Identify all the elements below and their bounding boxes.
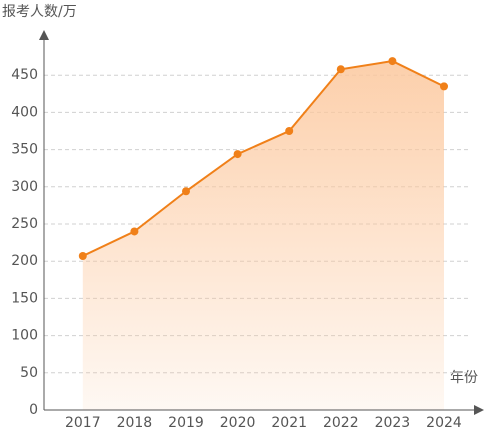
area-layer [82, 61, 445, 411]
x-tick-label: 2023 [375, 415, 411, 430]
y-tick-label: 300 [11, 179, 38, 195]
x-tick-label: 2019 [168, 415, 204, 430]
marker [336, 65, 345, 74]
x-axis-arrow [474, 405, 484, 415]
x-tick-label: 2020 [220, 415, 256, 430]
x-tick-label: 2022 [323, 415, 359, 430]
y-axis-title: 报考人数/万 [2, 4, 77, 20]
x-tick-label: 2021 [271, 415, 307, 430]
marker [233, 150, 242, 159]
marker [440, 82, 448, 91]
x-axis-title: 年份 [450, 370, 478, 386]
y-axis-arrow [39, 30, 49, 40]
line [82, 60, 445, 257]
y-tick-label: 250 [11, 216, 38, 232]
x-tick-label: 2024 [426, 415, 462, 430]
marker [285, 127, 294, 135]
marker [78, 251, 87, 260]
x-tick-label: 2017 [65, 415, 101, 430]
x-tick-label: 2018 [117, 415, 153, 430]
marker [182, 187, 190, 196]
y-tick-label: 200 [11, 253, 38, 269]
y-tick-label: 100 [11, 328, 38, 344]
y-tick-label: 150 [11, 290, 38, 306]
y-tick-label: 350 [11, 142, 38, 158]
y-tick-label: 0 [29, 402, 38, 418]
marker [388, 57, 397, 66]
y-tick-label: 450 [11, 67, 38, 83]
y-tick-label: 400 [11, 104, 38, 120]
area [82, 61, 445, 411]
marker [130, 227, 139, 236]
y-tick-label: 50 [20, 365, 38, 381]
